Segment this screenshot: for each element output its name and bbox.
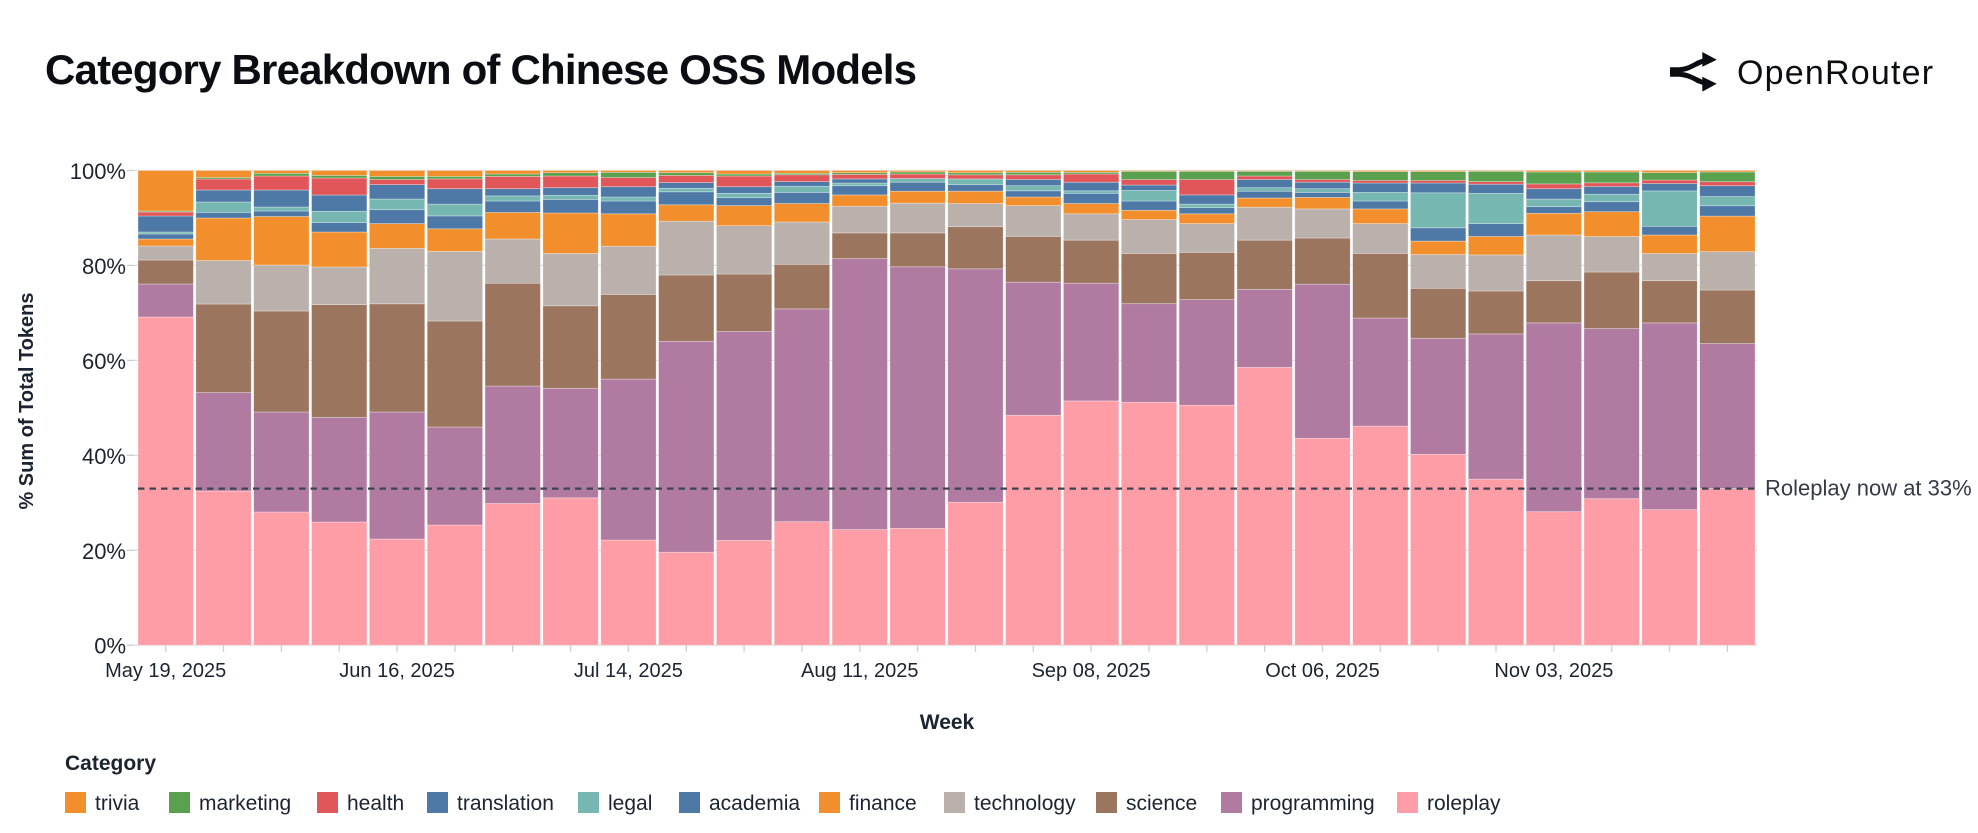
svg-text:Jul 14, 2025: Jul 14, 2025 <box>574 660 683 682</box>
svg-text:OpenRouter: OpenRouter <box>1737 54 1934 92</box>
svg-text:Category Breakdown of Chinese: Category Breakdown of Chinese OSS Models <box>45 46 916 93</box>
svg-text:technology: technology <box>974 792 1076 815</box>
svg-text:science: science <box>1126 792 1197 815</box>
svg-text:Oct 06, 2025: Oct 06, 2025 <box>1265 660 1380 682</box>
svg-text:translation: translation <box>457 792 554 815</box>
svg-text:roleplay: roleplay <box>1427 792 1501 815</box>
svg-text:Category: Category <box>65 752 156 775</box>
svg-text:80%: 80% <box>82 254 126 279</box>
svg-text:marketing: marketing <box>199 792 291 815</box>
svg-text:programming: programming <box>1251 792 1375 815</box>
svg-text:Jun 16, 2025: Jun 16, 2025 <box>339 660 455 682</box>
svg-text:Aug 11, 2025: Aug 11, 2025 <box>801 660 919 682</box>
svg-text:100%: 100% <box>70 159 126 184</box>
svg-text:health: health <box>347 792 404 815</box>
svg-text:60%: 60% <box>82 349 126 374</box>
svg-text:40%: 40% <box>82 444 126 469</box>
svg-text:Roleplay now at 33%: Roleplay now at 33% <box>1765 476 1972 501</box>
svg-text:Nov 03, 2025: Nov 03, 2025 <box>1494 660 1613 682</box>
svg-text:% Sum of Total Tokens: % Sum of Total Tokens <box>16 292 38 509</box>
svg-text:Sep 08, 2025: Sep 08, 2025 <box>1032 660 1151 682</box>
svg-text:academia: academia <box>709 792 800 815</box>
svg-text:20%: 20% <box>82 539 126 564</box>
svg-text:0%: 0% <box>94 634 126 659</box>
svg-text:May 19, 2025: May 19, 2025 <box>105 660 226 682</box>
svg-text:Week: Week <box>920 711 975 734</box>
svg-text:legal: legal <box>608 792 652 815</box>
svg-text:trivia: trivia <box>95 792 140 815</box>
svg-text:finance: finance <box>849 792 917 815</box>
